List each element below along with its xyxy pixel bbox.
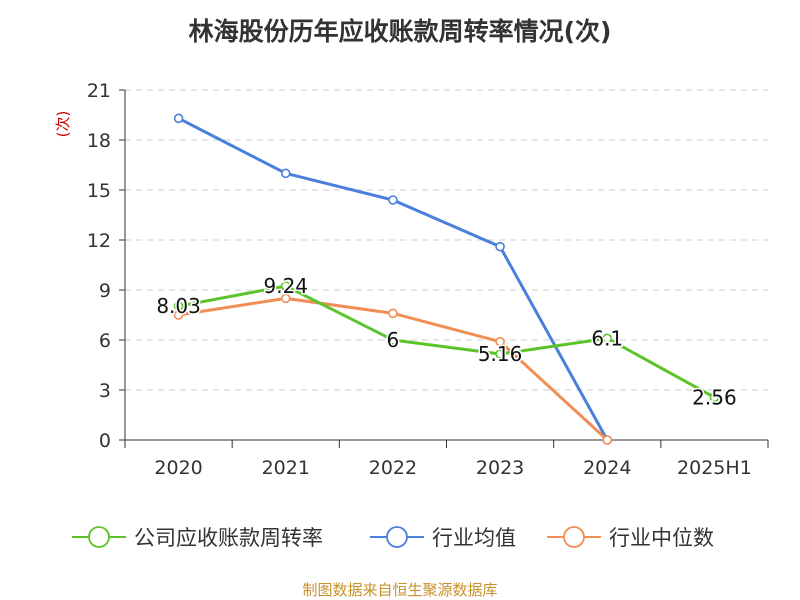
x-tick-label: 2023 xyxy=(476,457,524,479)
series-line xyxy=(178,284,716,399)
y-tick-label: 6 xyxy=(99,330,111,352)
data-point xyxy=(388,308,398,319)
legend-item[interactable]: 行业中位数 xyxy=(547,526,714,550)
legend[interactable]: 公司应收账款周转率 行业均值 行业中位数 xyxy=(72,526,714,550)
legend-label: 行业均值 xyxy=(432,526,516,550)
data-point xyxy=(173,310,184,320)
x-tick-label: 2021 xyxy=(262,457,310,479)
data-point xyxy=(602,333,613,344)
data-point xyxy=(495,336,505,347)
data-point xyxy=(388,195,398,205)
data-point xyxy=(388,335,398,345)
legend-item[interactable]: 公司应收账款周转率 xyxy=(72,526,323,550)
legend-marker xyxy=(386,526,408,548)
series-lines xyxy=(173,113,720,445)
chart-title: 林海股份历年应收账款周转率情况(次) xyxy=(188,17,612,46)
data-label: 2.56 xyxy=(692,385,737,409)
x-tick-label: 2022 xyxy=(369,457,417,479)
data-point xyxy=(495,349,505,359)
x-tick-label: 2025H1 xyxy=(677,457,752,479)
y-tick-label: 15 xyxy=(87,180,111,202)
legend-marker xyxy=(563,526,585,548)
data-label: 6 xyxy=(387,328,400,352)
x-tick-label: 2024 xyxy=(583,457,631,479)
axes: 0 3 6 9 12 15 18 21 (次) 2020 2021 2022 2023 2024 2025H… xyxy=(54,80,769,479)
legend-marker xyxy=(88,526,110,548)
data-label: 6.1 xyxy=(591,326,623,350)
y-tick-label: 18 xyxy=(87,130,111,152)
data-point xyxy=(709,392,720,403)
x-tick-label: 2020 xyxy=(154,457,202,479)
y-tick-label: 9 xyxy=(99,280,111,302)
legend-label: 行业中位数 xyxy=(609,526,714,550)
series-line xyxy=(178,296,609,442)
legend-label: 公司应收账款周转率 xyxy=(134,526,323,550)
data-label: 8.03 xyxy=(156,294,201,318)
y-tick-label: 12 xyxy=(87,230,111,252)
data-point xyxy=(280,168,291,179)
y-axis-label: (次) xyxy=(54,111,72,138)
series-line xyxy=(177,116,609,441)
y-tick-label: 0 xyxy=(99,430,111,452)
legend-item[interactable]: 行业均值 xyxy=(370,526,516,550)
y-tick-label: 21 xyxy=(87,80,111,102)
data-point xyxy=(173,113,184,124)
data-point xyxy=(602,435,613,445)
grid-lines xyxy=(125,89,768,391)
source-note: 制图数据来自恒生聚源数据库 xyxy=(302,581,498,599)
data-point xyxy=(280,281,291,291)
data-point xyxy=(173,301,184,311)
data-labels: 8.03 9.24 6 5.16 6.1 2.56 xyxy=(155,273,738,411)
data-point xyxy=(495,241,505,252)
data-label: 5.16 xyxy=(478,342,523,366)
data-label: 9.24 xyxy=(263,274,308,298)
data-point xyxy=(280,293,291,304)
y-tick-label: 3 xyxy=(99,380,111,402)
